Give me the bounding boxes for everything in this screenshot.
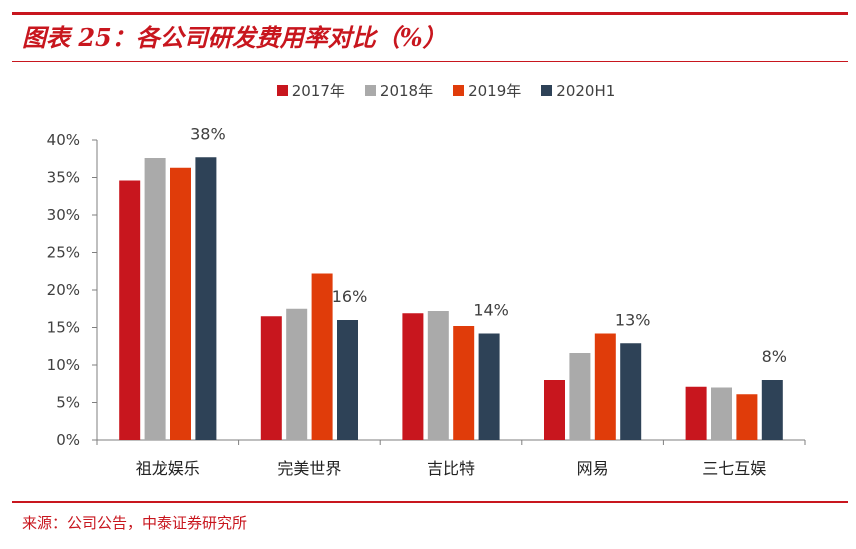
legend-swatch	[364, 85, 376, 96]
y-tick-label: 10%	[47, 356, 80, 374]
bar	[620, 343, 642, 440]
y-tick-label: 20%	[47, 281, 80, 299]
legend-label: 2020H1	[556, 81, 616, 100]
y-tick-label: 40%	[47, 131, 80, 149]
legend-item: 2017年	[276, 80, 345, 101]
legend-swatch	[453, 85, 465, 96]
bar	[337, 320, 358, 440]
bar	[144, 158, 166, 440]
legend-swatch	[276, 85, 288, 96]
x-tick-label: 祖龙娱乐	[136, 459, 200, 478]
bar	[260, 316, 282, 440]
bar	[402, 313, 424, 440]
page-title: 图表 25：各公司研发费用率对比（%）	[22, 23, 447, 52]
x-tick-label: 完美世界	[277, 459, 341, 478]
bar	[170, 167, 191, 440]
bar	[685, 386, 707, 440]
data-label: 16%	[332, 287, 368, 306]
bar	[119, 180, 141, 440]
y-tick-label: 0%	[56, 431, 80, 449]
bar	[427, 311, 449, 440]
data-label: 13%	[615, 310, 651, 329]
bar	[453, 326, 475, 440]
bar	[478, 333, 500, 440]
bottom-rule	[12, 501, 848, 503]
y-tick-label: 15%	[47, 319, 80, 337]
y-tick-label: 35%	[47, 169, 80, 187]
y-tick-label: 5%	[56, 394, 80, 412]
bar	[761, 380, 783, 440]
data-label: 14%	[473, 301, 509, 320]
bar	[736, 394, 758, 440]
source-note: 来源：公司公告，中泰证券研究所	[22, 514, 248, 532]
bar	[544, 380, 565, 440]
title-rule	[12, 61, 848, 62]
data-label: 8%	[762, 347, 787, 366]
data-label: 38%	[190, 124, 226, 143]
legend-swatch	[541, 85, 553, 96]
top-rule	[12, 12, 848, 15]
legend-item: 2020H1	[541, 80, 615, 101]
bar	[569, 353, 591, 440]
x-tick-label: 三七互娱	[702, 459, 766, 478]
legend-label: 2019年	[468, 82, 522, 100]
legend-label: 2017年	[291, 82, 345, 100]
bar	[286, 308, 308, 440]
y-tick-label: 25%	[47, 244, 80, 262]
legend-label: 2018年	[379, 82, 434, 100]
x-tick-label: 网易	[577, 459, 609, 478]
chart-legend: 2017年 2018年 2019年 2020H1	[0, 80, 856, 101]
y-tick-label: 30%	[47, 206, 80, 224]
bar	[711, 387, 732, 440]
legend-item: 2019年	[453, 80, 521, 101]
legend-item: 2018年	[364, 80, 434, 101]
bar	[594, 333, 616, 440]
bar	[195, 157, 217, 440]
x-tick-label: 吉比特	[427, 459, 475, 478]
bar	[311, 273, 333, 440]
